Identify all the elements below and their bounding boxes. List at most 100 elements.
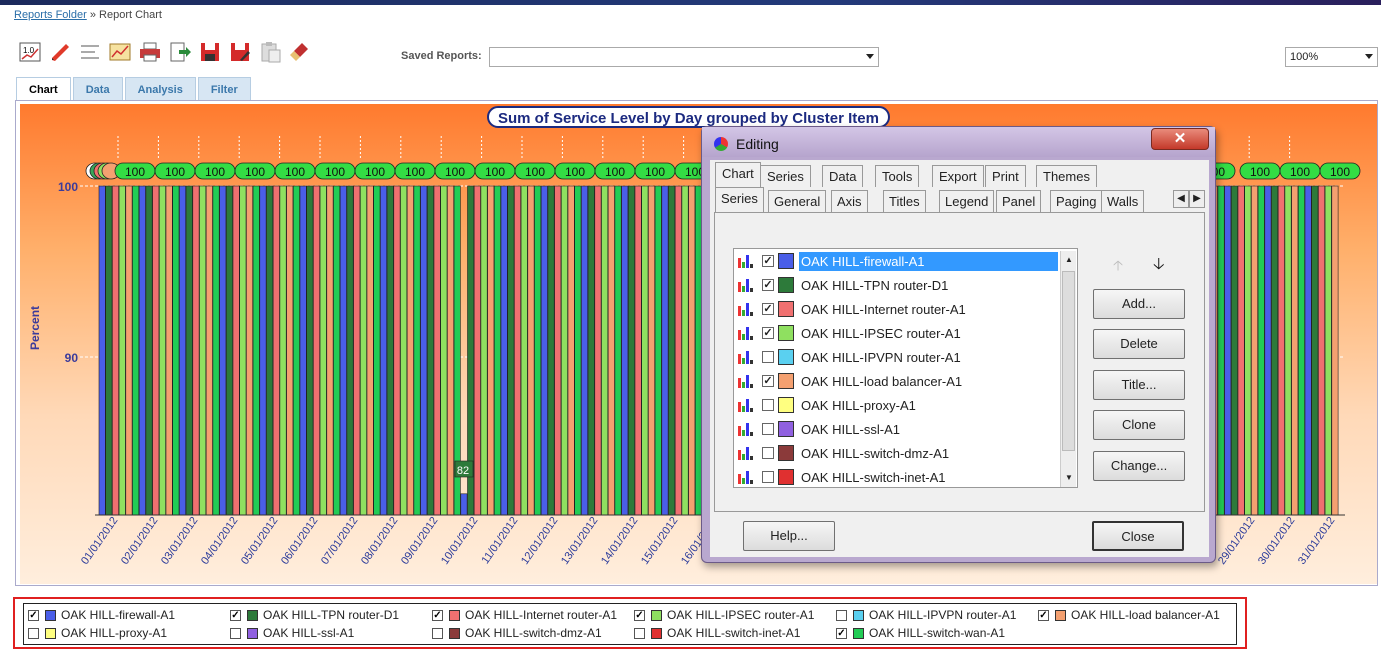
breadcrumb-reports-folder-link[interactable]: Reports Folder [14, 9, 87, 21]
series-color-swatch[interactable] [778, 373, 794, 389]
series-list-item[interactable]: OAK HILL-proxy-A1 [738, 394, 1058, 416]
legend-item[interactable]: ✓ OAK HILL-IPSEC router-A1 [634, 607, 814, 623]
series-color-swatch[interactable] [778, 397, 794, 413]
series-visible-checkbox[interactable]: ✓ [762, 303, 774, 315]
subtab-scroll-right-icon[interactable]: ▶ [1189, 190, 1205, 208]
saved-reports-select[interactable] [489, 47, 879, 67]
series-color-swatch[interactable] [778, 421, 794, 437]
legend-checkbox[interactable] [230, 627, 241, 639]
pencil-icon[interactable] [48, 40, 72, 64]
series-list-item[interactable]: ✓ OAK HILL-IPSEC router-A1 [738, 322, 1058, 344]
series-visible-checkbox[interactable] [762, 423, 774, 435]
legend-item[interactable]: ✓ OAK HILL-switch-wan-A1 [836, 625, 1005, 641]
series-color-swatch[interactable] [778, 301, 794, 317]
export-icon[interactable] [168, 40, 192, 64]
dialog-tab-series[interactable]: Series [760, 165, 811, 187]
legend-item[interactable]: OAK HILL-IPVPN router-A1 [836, 607, 1016, 623]
series-color-swatch[interactable] [778, 469, 794, 485]
legend-item[interactable]: OAK HILL-ssl-A1 [230, 625, 354, 641]
legend-item[interactable]: ✓ OAK HILL-TPN router-D1 [230, 607, 399, 623]
chevron-up-icon[interactable]: ▲ [1065, 255, 1073, 264]
legend-item[interactable]: ✓ OAK HILL-load balancer-A1 [1038, 607, 1220, 623]
legend-checkbox[interactable]: ✓ [836, 627, 847, 639]
close-icon[interactable]: ✕ [1151, 128, 1209, 150]
scroll-thumb[interactable] [1062, 271, 1075, 451]
save-as-icon[interactable] [228, 40, 252, 64]
dialog-tab-chart[interactable]: Chart [715, 162, 761, 187]
subtab-scroll-left-icon[interactable]: ◀ [1173, 190, 1189, 208]
dialog-close-button[interactable]: Close [1092, 521, 1184, 551]
series-list-item[interactable]: ✓ OAK HILL-load balancer-A1 [738, 370, 1058, 392]
dialog-tab-export[interactable]: Export [932, 165, 984, 187]
series-color-swatch[interactable] [778, 349, 794, 365]
save-icon[interactable] [198, 40, 222, 64]
legend-checkbox[interactable]: ✓ [634, 609, 645, 621]
dialog-tab-data[interactable]: Data [822, 165, 864, 187]
move-down-icon[interactable]: 🡣 [1153, 256, 1165, 273]
dialog-subtab-walls[interactable]: Walls [1101, 190, 1145, 212]
change-series-button[interactable]: Change... [1093, 451, 1185, 481]
legend-checkbox[interactable] [28, 627, 39, 639]
edit-chart-icon[interactable] [108, 40, 132, 64]
tab-data[interactable]: Data [72, 77, 123, 101]
series-visible-checkbox[interactable]: ✓ [762, 279, 774, 291]
series-list-item[interactable]: ✓ OAK HILL-Internet router-A1 [738, 298, 1058, 320]
legend-checkbox[interactable]: ✓ [1038, 609, 1049, 621]
clear-icon[interactable] [288, 40, 312, 64]
dialog-subtab-paging[interactable]: Paging [1050, 190, 1103, 212]
dialog-subtab-series[interactable]: Series [715, 187, 764, 212]
dialog-tab-tools[interactable]: Tools [875, 165, 920, 187]
series-color-swatch[interactable] [778, 445, 794, 461]
legend-item[interactable]: OAK HILL-switch-inet-A1 [634, 625, 800, 641]
series-visible-checkbox[interactable] [762, 351, 774, 363]
delete-series-button[interactable]: Delete [1093, 329, 1185, 359]
series-list[interactable]: ▲ ▼ ✓ OAK HILL-firewall-A1 ✓ OAK HILL-TPN r… [733, 248, 1078, 488]
series-list-item[interactable]: OAK HILL-ssl-A1 [738, 418, 1058, 440]
series-title-button[interactable]: Title... [1093, 370, 1185, 400]
series-visible-checkbox[interactable] [762, 447, 774, 459]
dialog-subtab-general[interactable]: General [768, 190, 827, 212]
series-color-swatch[interactable] [778, 325, 794, 341]
legend-checkbox[interactable]: ✓ [28, 609, 39, 621]
series-list-item[interactable]: OAK HILL-IPVPN router-A1 [738, 346, 1058, 368]
series-list-item[interactable]: ✓ OAK HILL-TPN router-D1 [738, 274, 1058, 296]
legend-checkbox[interactable]: ✓ [432, 609, 443, 621]
tab-filter[interactable]: Filter [197, 77, 251, 101]
dialog-subtab-titles[interactable]: Titles [883, 190, 926, 212]
series-visible-checkbox[interactable]: ✓ [762, 255, 774, 267]
legend-item[interactable]: ✓ OAK HILL-Internet router-A1 [432, 607, 617, 623]
series-color-swatch[interactable] [778, 277, 794, 293]
chart-gallery-icon[interactable]: 1.0 [18, 40, 42, 64]
move-up-icon[interactable]: 🡡 [1113, 257, 1124, 273]
align-icon[interactable] [78, 40, 102, 64]
dialog-subtab-axis[interactable]: Axis [831, 190, 868, 212]
dialog-titlebar[interactable]: Editing ✕ [702, 127, 1215, 157]
chevron-down-icon[interactable]: ▼ [1065, 473, 1073, 482]
legend-item[interactable]: OAK HILL-switch-dmz-A1 [432, 625, 602, 641]
tab-analysis[interactable]: Analysis [124, 77, 196, 101]
legend-checkbox[interactable] [432, 627, 443, 639]
clone-series-button[interactable]: Clone [1093, 410, 1185, 440]
dialog-subtab-legend[interactable]: Legend [939, 190, 995, 212]
dialog-tab-themes[interactable]: Themes [1036, 165, 1097, 187]
add-series-button[interactable]: Add... [1093, 289, 1185, 319]
legend-checkbox[interactable] [634, 627, 645, 639]
series-list-scrollbar[interactable]: ▲ ▼ [1060, 251, 1076, 487]
series-color-swatch[interactable] [778, 253, 794, 269]
legend-checkbox[interactable] [836, 609, 847, 621]
legend-item[interactable]: ✓ OAK HILL-firewall-A1 [28, 607, 175, 623]
legend-checkbox[interactable]: ✓ [230, 609, 241, 621]
series-visible-checkbox[interactable]: ✓ [762, 327, 774, 339]
legend-item[interactable]: OAK HILL-proxy-A1 [28, 625, 167, 641]
series-visible-checkbox[interactable] [762, 471, 774, 483]
series-visible-checkbox[interactable]: ✓ [762, 375, 774, 387]
print-icon[interactable] [138, 40, 162, 64]
series-list-item[interactable]: OAK HILL-switch-dmz-A1 [738, 442, 1058, 464]
zoom-select[interactable]: 100% [1285, 47, 1378, 67]
dialog-subtab-panel[interactable]: Panel [996, 190, 1042, 212]
series-list-item[interactable]: OAK HILL-switch-inet-A1 [738, 466, 1058, 488]
dialog-tab-print[interactable]: Print [985, 165, 1026, 187]
series-visible-checkbox[interactable] [762, 399, 774, 411]
series-list-item[interactable]: ✓ OAK HILL-firewall-A1 [738, 250, 1058, 272]
help-button[interactable]: Help... [743, 521, 835, 551]
